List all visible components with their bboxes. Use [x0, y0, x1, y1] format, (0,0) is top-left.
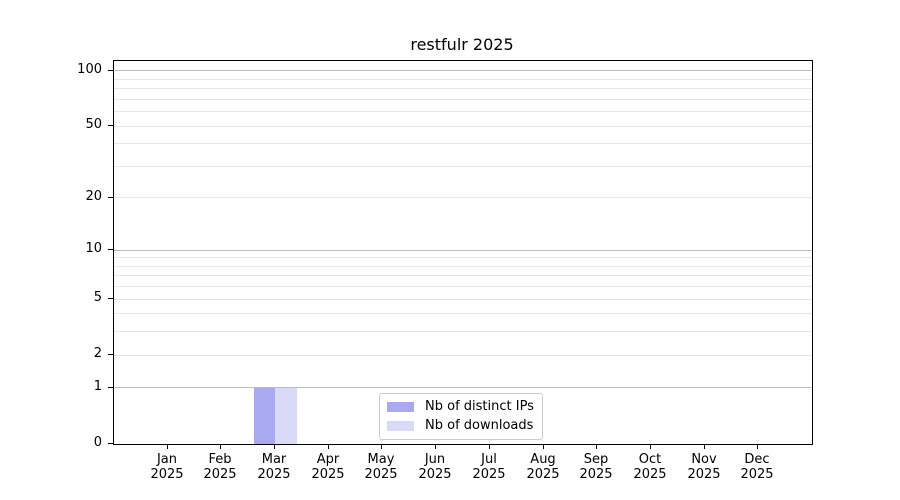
minor-gridline: [114, 165, 812, 167]
y-tick-label: 10: [85, 241, 102, 256]
x-tick-mark: [220, 444, 221, 449]
x-tick-month: Nov: [691, 452, 717, 467]
x-tick-month: Oct: [638, 452, 662, 467]
x-tick-mark: [381, 444, 382, 449]
x-tick-label: Jul 2025: [457, 452, 521, 482]
major-gridline: [114, 249, 812, 251]
bar-downloads: [275, 387, 297, 444]
y-tick-mark: [108, 70, 113, 71]
x-tick-mark: [596, 444, 597, 449]
x-tick-year: 2025: [150, 467, 184, 482]
y-tick-label: 2: [93, 346, 102, 361]
minor-gridline: [114, 197, 812, 199]
y-tick-mark: [108, 197, 113, 198]
x-tick-mark: [489, 444, 490, 449]
x-tick-label: Dec 2025: [725, 452, 789, 482]
x-tick-year: 2025: [526, 467, 560, 482]
major-gridline: [114, 387, 812, 389]
y-tick-mark: [108, 298, 113, 299]
minor-gridline: [114, 143, 812, 145]
minor-gridline: [114, 331, 812, 333]
x-tick-mark: [704, 444, 705, 449]
x-tick-year: 2025: [472, 467, 506, 482]
minor-gridline: [114, 78, 812, 80]
x-tick-year: 2025: [203, 467, 237, 482]
x-tick-month: May: [367, 452, 395, 467]
x-tick-mark: [543, 444, 544, 449]
y-tick-mark: [108, 125, 113, 126]
minor-gridline: [114, 298, 812, 300]
x-tick-year: 2025: [364, 467, 398, 482]
x-tick-year: 2025: [257, 467, 291, 482]
plot-area: Nb of distinct IPs Nb of downloads: [113, 60, 813, 445]
x-tick-label: Jun 2025: [403, 452, 467, 482]
x-tick-month: Sep: [583, 452, 609, 467]
minor-gridline: [114, 125, 812, 127]
minor-gridline: [114, 88, 812, 90]
legend-label-downloads: Nb of downloads: [425, 418, 534, 433]
major-gridline: [114, 70, 812, 72]
x-tick-label: Jan 2025: [135, 452, 199, 482]
minor-gridline: [114, 257, 812, 259]
x-tick-year: 2025: [579, 467, 613, 482]
minor-gridline: [114, 111, 812, 113]
x-tick-label: May 2025: [349, 452, 413, 482]
x-tick-mark: [274, 444, 275, 449]
x-tick-label: Apr 2025: [296, 452, 360, 482]
y-tick-mark: [108, 249, 113, 250]
legend-swatch-distinct-ips-icon: [387, 401, 414, 412]
legend-label-distinct-ips: Nb of distinct IPs: [425, 399, 534, 414]
x-tick-label: Oct 2025: [618, 452, 682, 482]
y-tick-mark: [108, 354, 113, 355]
x-tick-year: 2025: [687, 467, 721, 482]
x-tick-year: 2025: [418, 467, 452, 482]
x-tick-month: Jan: [156, 452, 178, 467]
legend-swatch-downloads-icon: [387, 420, 414, 431]
x-tick-month: Jul: [481, 452, 497, 467]
x-tick-label: Aug 2025: [511, 452, 575, 482]
x-tick-mark: [435, 444, 436, 449]
x-tick-mark: [757, 444, 758, 449]
x-tick-month: Mar: [261, 452, 287, 467]
y-tick-mark: [108, 443, 113, 444]
chart-title: restfulr 2025: [410, 35, 514, 54]
x-tick-label: Mar 2025: [242, 452, 306, 482]
minor-gridline: [114, 265, 812, 267]
x-tick-year: 2025: [311, 467, 345, 482]
x-tick-mark: [650, 444, 651, 449]
x-tick-month: Jun: [424, 452, 446, 467]
y-tick-label: 20: [85, 189, 102, 204]
x-tick-label: Sep 2025: [564, 452, 628, 482]
x-tick-label: Feb 2025: [188, 452, 252, 482]
minor-gridline: [114, 275, 812, 277]
minor-gridline: [114, 354, 812, 356]
minor-gridline: [114, 313, 812, 315]
x-tick-mark: [328, 444, 329, 449]
x-tick-year: 2025: [633, 467, 667, 482]
x-tick-year: 2025: [740, 467, 774, 482]
x-tick-month: Dec: [744, 452, 770, 467]
y-tick-label: 0: [93, 435, 102, 450]
y-tick-mark: [108, 387, 113, 388]
minor-gridline: [114, 286, 812, 288]
y-tick-label: 5: [93, 290, 102, 305]
y-tick-label: 1: [93, 379, 102, 394]
y-tick-label: 50: [85, 117, 102, 132]
legend-item-distinct-ips: Nb of distinct IPs: [387, 399, 534, 414]
x-tick-month: Aug: [530, 452, 556, 467]
x-tick-mark: [167, 444, 168, 449]
y-tick-label: 100: [77, 62, 102, 77]
bar-distinct-ips: [253, 387, 276, 444]
x-tick-month: Feb: [208, 452, 232, 467]
legend: Nb of distinct IPs Nb of downloads: [379, 393, 543, 440]
x-tick-label: Nov 2025: [672, 452, 736, 482]
x-tick-month: Apr: [316, 452, 340, 467]
legend-item-downloads: Nb of downloads: [387, 418, 534, 433]
minor-gridline: [114, 98, 812, 100]
